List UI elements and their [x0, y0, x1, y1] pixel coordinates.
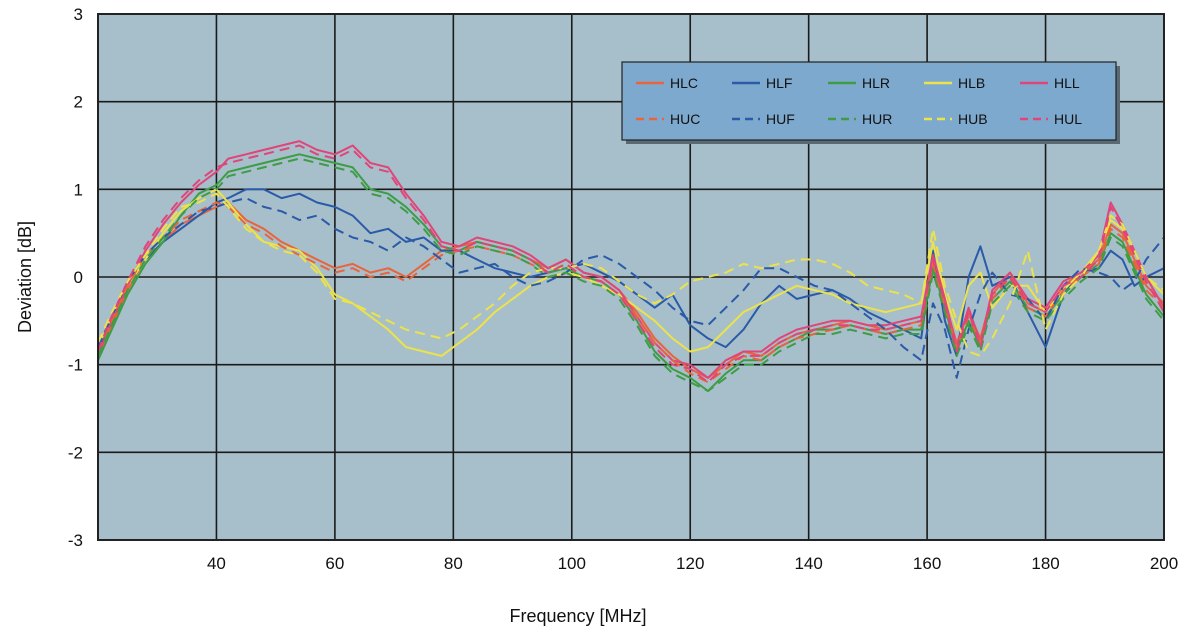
series-line-hlr: [97, 153, 1165, 392]
y-tick-label: 1: [74, 180, 83, 199]
y-tick-label: 3: [74, 5, 83, 24]
x-tick-label: 200: [1150, 554, 1178, 573]
legend-label-huf: HUF: [766, 111, 795, 127]
series-line-huc: [97, 201, 1165, 384]
x-tick-labels: 40 60 80 100 120 140 160 180 200: [207, 554, 1178, 573]
x-axis-title: Frequency [MHz]: [509, 606, 646, 626]
legend-label-hur: HUR: [862, 111, 892, 127]
plot-frame: [97, 13, 1165, 541]
x-tick-label: 60: [325, 554, 344, 573]
x-tick-label: 140: [794, 554, 822, 573]
x-tick-label: 120: [676, 554, 704, 573]
x-tick-label: 100: [558, 554, 586, 573]
legend-label-hlb: HLB: [958, 75, 985, 91]
series-lines: [97, 140, 1165, 392]
legend-label-hub: HUB: [958, 111, 988, 127]
y-tick-label: -3: [68, 531, 83, 550]
y-tick-label: -2: [68, 443, 83, 462]
legend-label-hul: HUL: [1054, 111, 1082, 127]
x-tick-label: 80: [444, 554, 463, 573]
series-line-hlb: [97, 188, 1165, 357]
y-tick-label: -1: [68, 356, 83, 375]
legend-label-hlc: HLC: [670, 75, 698, 91]
series-line-hub: [97, 192, 1165, 357]
y-tick-label: 0: [74, 268, 83, 287]
legend-label-hll: HLL: [1054, 75, 1080, 91]
legend-label-huc: HUC: [670, 111, 700, 127]
legend-box: [621, 61, 1117, 141]
series-line-hlf: [97, 188, 1165, 357]
y-tick-labels: -3 -2 -1 0 1 2 3: [68, 5, 83, 550]
series-line-hur: [97, 157, 1165, 392]
x-tick-label: 180: [1031, 554, 1059, 573]
series-line-hlc: [97, 201, 1165, 379]
y-tick-label: 2: [74, 93, 83, 112]
x-tick-label: 160: [913, 554, 941, 573]
legend-label-hlf: HLF: [766, 75, 792, 91]
legend: HLC HLF HLR HLB HLL HUC HUF HUR HUB HUL: [621, 61, 1120, 144]
legend-label-hlr: HLR: [862, 75, 890, 91]
x-tick-label: 40: [207, 554, 226, 573]
y-axis-title: Deviation [dB]: [15, 221, 35, 333]
